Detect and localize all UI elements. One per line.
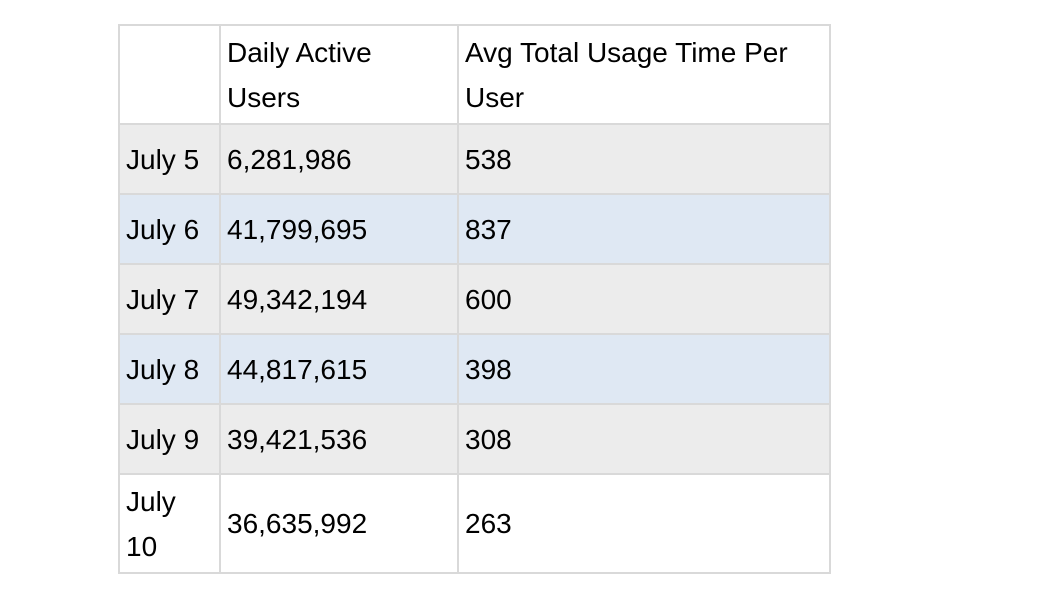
usage-cell: 600 xyxy=(457,263,831,335)
table-row: July 7 49,342,194 600 xyxy=(118,263,831,335)
usage-cell: 538 xyxy=(457,123,831,195)
header-cell-usage: Avg Total Usage Time Per User xyxy=(457,24,831,125)
table-row: July 6 41,799,695 837 xyxy=(118,193,831,265)
date-cell: July 6 xyxy=(118,193,221,265)
date-cell: July 5 xyxy=(118,123,221,195)
table-row: July 10 36,635,992 263 xyxy=(118,473,831,574)
dau-cell: 36,635,992 xyxy=(219,473,459,574)
dau-cell: 6,281,986 xyxy=(219,123,459,195)
usage-cell: 308 xyxy=(457,403,831,475)
date-cell: July 8 xyxy=(118,333,221,405)
header-row: Daily Active Users Avg Total Usage Time … xyxy=(118,24,831,125)
data-table: Daily Active Users Avg Total Usage Time … xyxy=(118,24,831,574)
usage-cell: 837 xyxy=(457,193,831,265)
date-cell: July 9 xyxy=(118,403,221,475)
dau-cell: 41,799,695 xyxy=(219,193,459,265)
table-row: July 5 6,281,986 538 xyxy=(118,123,831,195)
table-row: July 9 39,421,536 308 xyxy=(118,403,831,475)
usage-cell: 263 xyxy=(457,473,831,574)
dau-cell: 49,342,194 xyxy=(219,263,459,335)
header-cell-date xyxy=(118,24,221,125)
header-cell-dau: Daily Active Users xyxy=(219,24,459,125)
usage-cell: 398 xyxy=(457,333,831,405)
date-cell: July 10 xyxy=(118,473,221,574)
table-row: July 8 44,817,615 398 xyxy=(118,333,831,405)
dau-cell: 44,817,615 xyxy=(219,333,459,405)
dau-cell: 39,421,536 xyxy=(219,403,459,475)
date-cell: July 7 xyxy=(118,263,221,335)
